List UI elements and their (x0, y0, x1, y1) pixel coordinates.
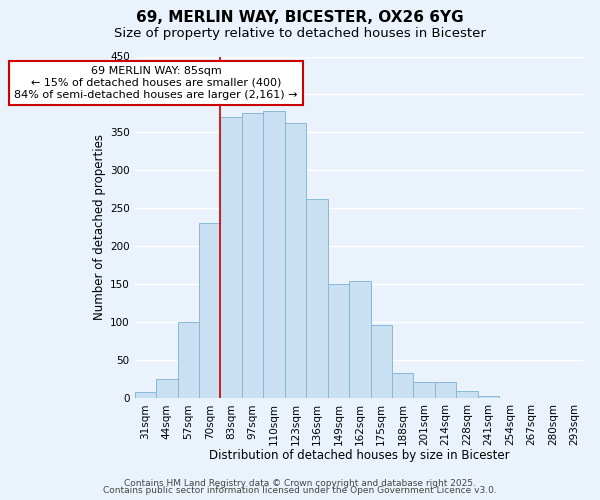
Bar (220, 118, 242, 398)
Bar (134, 392, 156, 398)
Bar (156, 380, 178, 398)
Bar (392, 372, 413, 398)
Bar (178, 322, 199, 398)
Bar (242, 114, 263, 399)
Text: Contains HM Land Registry data © Crown copyright and database right 2025.: Contains HM Land Registry data © Crown c… (124, 478, 476, 488)
Bar (199, 223, 220, 398)
Bar (478, 396, 499, 398)
Bar (328, 284, 349, 399)
Bar (306, 198, 328, 398)
Bar (263, 111, 285, 399)
Bar (457, 391, 478, 398)
Y-axis label: Number of detached properties: Number of detached properties (93, 134, 106, 320)
Bar (285, 124, 306, 398)
Text: 69, MERLIN WAY, BICESTER, OX26 6YG: 69, MERLIN WAY, BICESTER, OX26 6YG (136, 10, 464, 25)
Bar (371, 324, 392, 398)
Bar (435, 382, 457, 398)
X-axis label: Distribution of detached houses by size in Bicester: Distribution of detached houses by size … (209, 450, 510, 462)
Text: 69 MERLIN WAY: 85sqm
← 15% of detached houses are smaller (400)
84% of semi-deta: 69 MERLIN WAY: 85sqm ← 15% of detached h… (14, 66, 298, 100)
Text: Contains public sector information licensed under the Open Government Licence v3: Contains public sector information licen… (103, 486, 497, 495)
Text: Size of property relative to detached houses in Bicester: Size of property relative to detached ho… (114, 28, 486, 40)
Bar (413, 382, 435, 398)
Bar (349, 280, 371, 398)
